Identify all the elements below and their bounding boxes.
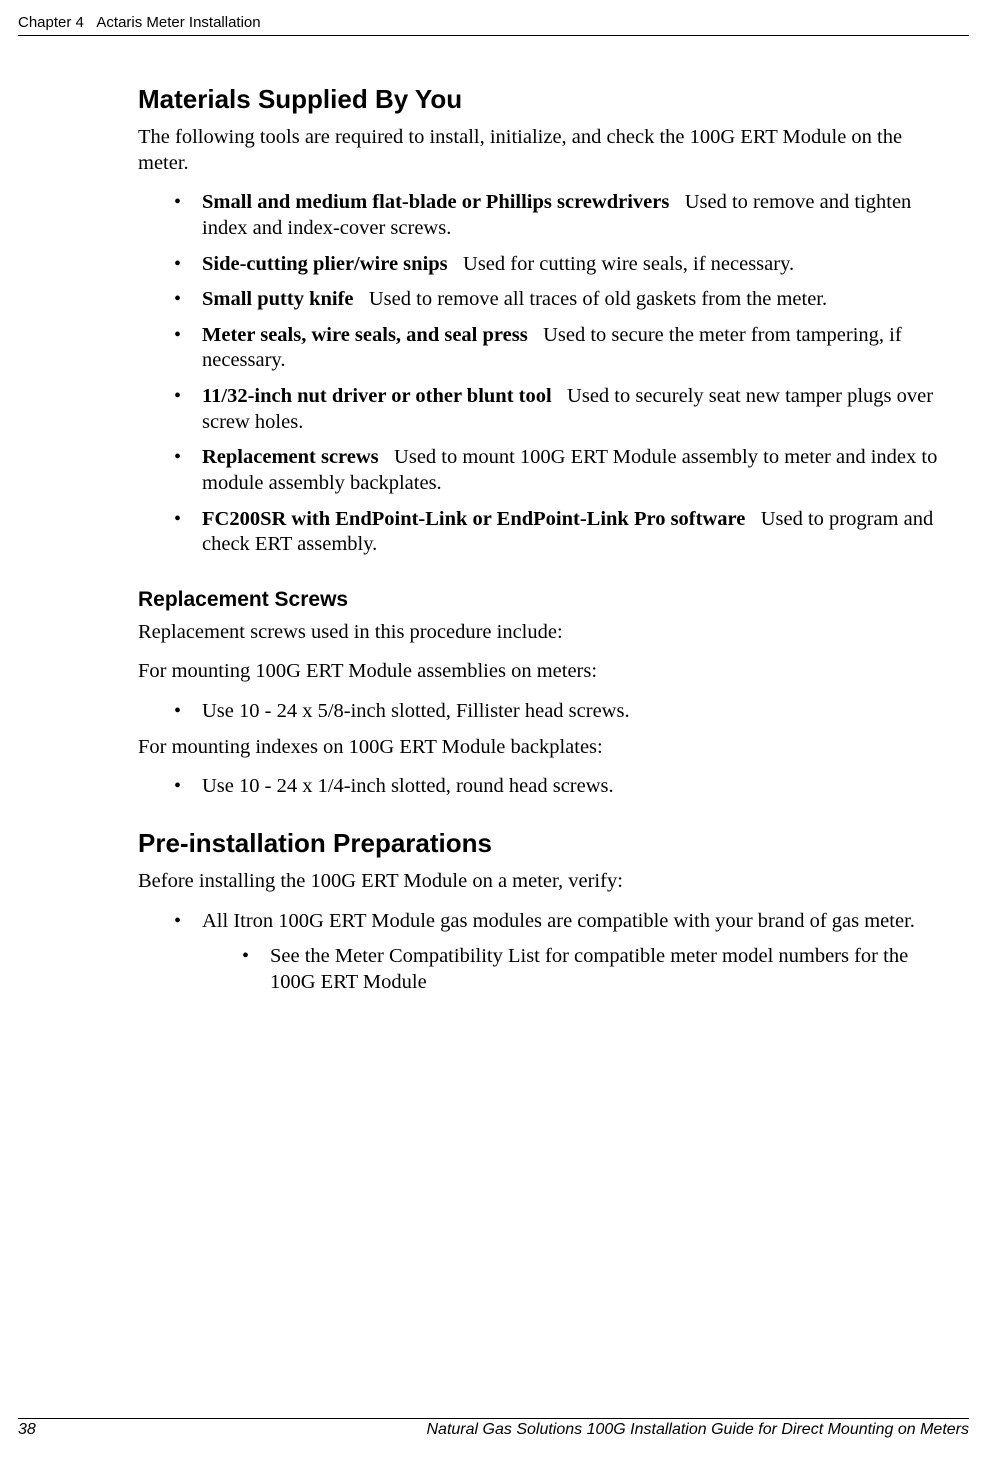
item-rest: Used to remove all traces of old gaskets… xyxy=(369,288,827,310)
materials-item: Side-cutting plier/wire snips Used for c… xyxy=(174,252,947,278)
item-lead: 11/32-inch nut driver or other blunt too… xyxy=(202,385,552,407)
replacement-bullet-2: Use 10 - 24 x 1/4-inch slotted, round he… xyxy=(174,774,947,800)
item-lead: Replacement screws xyxy=(202,446,379,468)
preinstall-sublist: See the Meter Compatibility List for com… xyxy=(202,944,947,995)
materials-item: Replacement screws Used to mount 100G ER… xyxy=(174,445,947,496)
materials-item: Meter seals, wire seals, and seal press … xyxy=(174,323,947,374)
running-footer: 38 Natural Gas Solutions 100G Installati… xyxy=(18,1418,969,1439)
preinstall-intro: Before installing the 100G ERT Module on… xyxy=(138,869,947,895)
heading-materials: Materials Supplied By You xyxy=(138,84,947,115)
footer-doc-title: Natural Gas Solutions 100G Installation … xyxy=(427,1421,970,1439)
item-lead: Small putty knife xyxy=(202,288,354,310)
preinstall-list: All Itron 100G ERT Module gas modules ar… xyxy=(138,909,947,996)
preinstall-bullet-1-text: All Itron 100G ERT Module gas modules ar… xyxy=(202,910,915,932)
replacement-para2: For mounting indexes on 100G ERT Module … xyxy=(138,735,947,761)
materials-item: 11/32-inch nut driver or other blunt too… xyxy=(174,384,947,435)
replacement-para1: For mounting 100G ERT Module assemblies … xyxy=(138,659,947,685)
item-rest: Used for cutting wire seals, if necessar… xyxy=(463,253,794,275)
preinstall-bullet-1: All Itron 100G ERT Module gas modules ar… xyxy=(174,909,947,996)
content-area: Materials Supplied By You The following … xyxy=(138,84,947,1005)
chapter-label: Chapter 4 xyxy=(18,14,84,31)
heading-preinstall: Pre-installation Preparations xyxy=(138,828,947,859)
materials-list: Small and medium flat-blade or Phillips … xyxy=(138,190,947,558)
item-lead: FC200SR with EndPoint-Link or EndPoint-L… xyxy=(202,508,745,530)
materials-item: Small and medium flat-blade or Phillips … xyxy=(174,190,947,241)
replacement-intro: Replacement screws used in this procedur… xyxy=(138,620,947,646)
materials-item: Small putty knife Used to remove all tra… xyxy=(174,287,947,313)
item-lead: Meter seals, wire seals, and seal press xyxy=(202,324,528,346)
heading-replacement-screws: Replacement Screws xyxy=(138,588,947,612)
item-lead: Side-cutting plier/wire snips xyxy=(202,253,448,275)
materials-intro: The following tools are required to inst… xyxy=(138,125,947,176)
replacement-list-1: Use 10 - 24 x 5/8-inch slotted, Filliste… xyxy=(138,699,947,725)
item-lead: Small and medium flat-blade or Phillips … xyxy=(202,191,669,213)
page-number: 38 xyxy=(18,1421,36,1439)
chapter-title: Actaris Meter Installation xyxy=(96,14,260,31)
running-header: Chapter 4 Actaris Meter Installation xyxy=(18,14,969,36)
page: Chapter 4 Actaris Meter Installation Mat… xyxy=(0,0,987,1463)
replacement-bullet-1: Use 10 - 24 x 5/8-inch slotted, Filliste… xyxy=(174,699,947,725)
preinstall-subbullet-1: See the Meter Compatibility List for com… xyxy=(242,944,947,995)
materials-item: FC200SR with EndPoint-Link or EndPoint-L… xyxy=(174,507,947,558)
replacement-list-2: Use 10 - 24 x 1/4-inch slotted, round he… xyxy=(138,774,947,800)
